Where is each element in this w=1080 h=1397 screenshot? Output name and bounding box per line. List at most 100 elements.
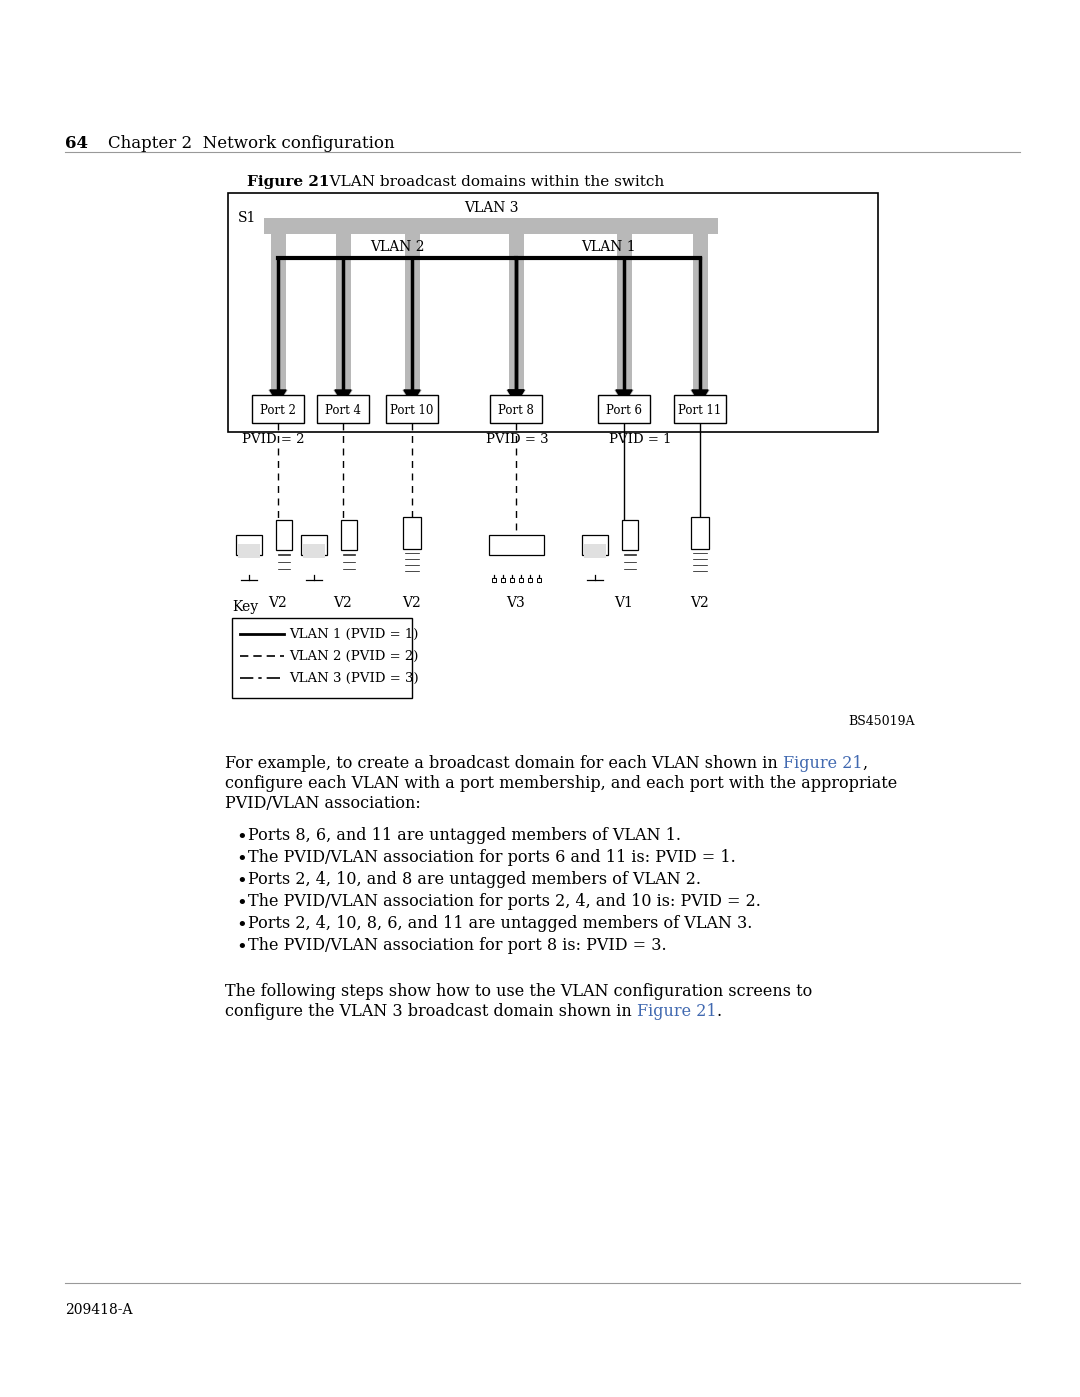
- Bar: [228, 193, 878, 432]
- Text: Figure 21: Figure 21: [637, 1003, 716, 1020]
- Text: VLAN 1 (PVID = 1): VLAN 1 (PVID = 1): [289, 627, 418, 640]
- Text: Port 6: Port 6: [606, 405, 642, 418]
- Bar: [341, 520, 357, 550]
- Text: .: .: [716, 1003, 721, 1020]
- Text: Port 8: Port 8: [498, 405, 534, 418]
- Text: Chapter 2  Network configuration: Chapter 2 Network configuration: [108, 136, 394, 152]
- Text: VLAN broadcast domains within the switch: VLAN broadcast domains within the switch: [315, 175, 664, 189]
- Text: •: •: [237, 939, 246, 957]
- Text: The PVID/VLAN association for ports 2, 4, and 10 is: PVID = 2.: The PVID/VLAN association for ports 2, 4…: [248, 893, 761, 909]
- Text: The PVID/VLAN association for ports 6 and 11 is: PVID = 1.: The PVID/VLAN association for ports 6 an…: [248, 849, 735, 866]
- Polygon shape: [507, 390, 525, 404]
- Text: V3: V3: [507, 597, 525, 610]
- Text: VLAN 2 (PVID = 2): VLAN 2 (PVID = 2): [289, 650, 418, 662]
- Bar: [232, 617, 411, 698]
- Text: For example, to create a broadcast domain for each VLAN shown in: For example, to create a broadcast domai…: [225, 754, 783, 773]
- Text: VLAN 1: VLAN 1: [581, 240, 635, 254]
- Text: V2: V2: [690, 597, 710, 610]
- Text: VLAN 3 (PVID = 3): VLAN 3 (PVID = 3): [289, 672, 419, 685]
- Bar: [674, 395, 726, 423]
- Bar: [501, 578, 505, 583]
- Text: Key: Key: [232, 599, 258, 615]
- Text: VLAN 3: VLAN 3: [463, 201, 518, 215]
- Text: V2: V2: [403, 597, 421, 610]
- Bar: [386, 395, 438, 423]
- Text: Ports 8, 6, and 11 are untagged members of VLAN 1.: Ports 8, 6, and 11 are untagged members …: [248, 827, 681, 844]
- Bar: [301, 535, 327, 555]
- Bar: [336, 235, 351, 390]
- Bar: [490, 395, 542, 423]
- Polygon shape: [616, 390, 632, 402]
- Text: Ports 2, 4, 10, and 8 are untagged members of VLAN 2.: Ports 2, 4, 10, and 8 are untagged membe…: [248, 870, 701, 888]
- Text: •: •: [237, 895, 246, 914]
- Bar: [488, 535, 543, 555]
- Polygon shape: [270, 390, 286, 402]
- Polygon shape: [404, 390, 420, 402]
- Text: V2: V2: [269, 597, 287, 610]
- Bar: [510, 578, 514, 583]
- Text: configure the VLAN 3 broadcast domain shown in: configure the VLAN 3 broadcast domain sh…: [225, 1003, 637, 1020]
- Bar: [584, 543, 606, 557]
- Text: BS45019A: BS45019A: [848, 715, 915, 728]
- Text: Figure 21: Figure 21: [783, 754, 863, 773]
- Text: Figure 21: Figure 21: [783, 754, 863, 773]
- Bar: [582, 535, 608, 555]
- Bar: [492, 578, 496, 583]
- Bar: [276, 520, 292, 550]
- Bar: [692, 235, 707, 390]
- Text: •: •: [237, 851, 246, 869]
- Text: V1: V1: [615, 597, 634, 610]
- Text: •: •: [237, 828, 246, 847]
- Polygon shape: [615, 390, 633, 404]
- Text: The following steps show how to use the VLAN configuration screens to: The following steps show how to use the …: [225, 983, 812, 1000]
- Bar: [537, 578, 541, 583]
- Text: Port 11: Port 11: [678, 405, 721, 418]
- Text: Port 4: Port 4: [325, 405, 361, 418]
- Polygon shape: [335, 390, 351, 402]
- Polygon shape: [508, 390, 524, 402]
- Bar: [617, 235, 632, 390]
- Bar: [270, 235, 285, 390]
- Text: ,: ,: [863, 754, 867, 773]
- Text: configure each VLAN with a port membership, and each port with the appropriate: configure each VLAN with a port membersh…: [225, 775, 897, 792]
- Text: configure the VLAN 3 broadcast domain shown in: configure the VLAN 3 broadcast domain sh…: [225, 1003, 637, 1020]
- Text: 64: 64: [65, 136, 87, 152]
- Polygon shape: [269, 390, 287, 404]
- Text: PVID/VLAN association:: PVID/VLAN association:: [225, 795, 421, 812]
- Bar: [528, 578, 532, 583]
- Text: V2: V2: [334, 597, 352, 610]
- Text: Figure 21: Figure 21: [637, 1003, 716, 1020]
- Polygon shape: [692, 390, 708, 402]
- Bar: [238, 543, 260, 557]
- Bar: [318, 395, 369, 423]
- Polygon shape: [691, 390, 708, 404]
- Polygon shape: [334, 390, 352, 404]
- Polygon shape: [403, 390, 421, 404]
- Bar: [509, 235, 524, 390]
- Bar: [691, 517, 708, 549]
- Bar: [403, 517, 421, 549]
- Text: 209418-A: 209418-A: [65, 1303, 133, 1317]
- Text: PVID = 3: PVID = 3: [486, 433, 549, 446]
- Text: •: •: [237, 916, 246, 935]
- Bar: [519, 578, 523, 583]
- Text: PVID = 2: PVID = 2: [242, 433, 305, 446]
- Bar: [598, 395, 650, 423]
- Text: The PVID/VLAN association for port 8 is: PVID = 3.: The PVID/VLAN association for port 8 is:…: [248, 937, 666, 954]
- Bar: [264, 218, 718, 235]
- Text: PVID = 1: PVID = 1: [609, 433, 672, 446]
- Bar: [622, 520, 638, 550]
- Text: Port 10: Port 10: [390, 405, 434, 418]
- Text: Port 2: Port 2: [260, 405, 296, 418]
- Text: S1: S1: [238, 211, 256, 225]
- Bar: [252, 395, 303, 423]
- Text: Ports 2, 4, 10, 8, 6, and 11 are untagged members of VLAN 3.: Ports 2, 4, 10, 8, 6, and 11 are untagge…: [248, 915, 753, 932]
- Text: For example, to create a broadcast domain for each VLAN shown in: For example, to create a broadcast domai…: [225, 754, 783, 773]
- Bar: [237, 535, 262, 555]
- Bar: [405, 235, 419, 390]
- Text: •: •: [237, 873, 246, 891]
- Polygon shape: [508, 390, 524, 402]
- Text: VLAN 2: VLAN 2: [369, 240, 424, 254]
- Text: Figure 21: Figure 21: [247, 175, 329, 189]
- Bar: [303, 543, 325, 557]
